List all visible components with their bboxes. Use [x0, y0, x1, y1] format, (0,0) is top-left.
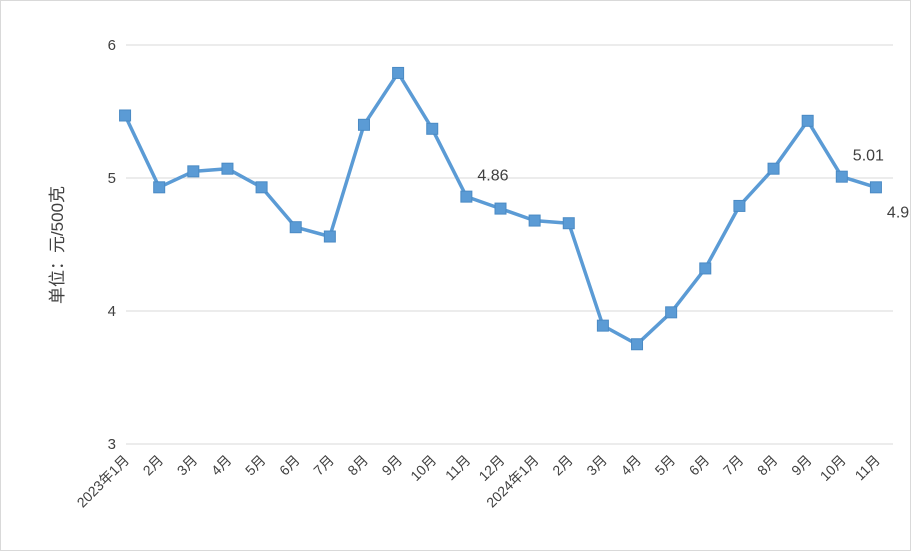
series-markers	[119, 66, 882, 351]
y-tick-label: 4	[108, 303, 116, 320]
y-tick-label: 5	[108, 170, 116, 187]
x-category-label: 2月	[140, 452, 167, 479]
x-category-label: 4月	[208, 452, 235, 479]
x-category-label: 5月	[652, 452, 679, 479]
x-category-label: 6月	[686, 452, 713, 479]
data-point	[187, 165, 200, 178]
x-category-label: 6月	[276, 452, 303, 479]
y-tick-label: 6	[108, 37, 116, 54]
data-point	[255, 181, 268, 194]
data-point	[869, 181, 882, 194]
data-labels: 4.86 5.01 4.93	[477, 148, 911, 222]
x-category-label: 10月	[407, 452, 439, 484]
data-point	[460, 190, 473, 203]
data-point	[392, 66, 405, 79]
y-axis-label: 单位：元/500克	[48, 186, 67, 304]
data-point	[119, 109, 132, 122]
x-category-label: 11月	[852, 452, 883, 483]
data-label: 5.01	[853, 148, 884, 165]
data-point	[426, 122, 439, 135]
x-category-label: 3月	[583, 452, 610, 479]
data-point	[631, 338, 644, 351]
data-point	[153, 181, 166, 194]
data-point	[699, 262, 712, 275]
data-point	[528, 214, 541, 227]
x-category-label: 11月	[442, 452, 473, 483]
data-point	[494, 202, 507, 215]
data-label: 4.93	[887, 204, 910, 221]
data-point	[801, 114, 814, 127]
x-category-label: 7月	[720, 452, 747, 479]
x-category-label: 8月	[754, 452, 781, 479]
data-point	[665, 306, 678, 319]
x-category-label: 9月	[788, 452, 815, 479]
x-category-label: 5月	[242, 452, 269, 479]
x-category-label: 4月	[617, 452, 644, 479]
x-category-label: 3月	[174, 452, 201, 479]
data-point	[221, 162, 234, 175]
x-category-label: 8月	[344, 452, 371, 479]
x-category-label: 10月	[817, 452, 849, 484]
data-point	[835, 170, 848, 183]
y-tick-labels: 3 4 5 6	[108, 37, 116, 453]
x-category-label: 2023年1月	[74, 452, 133, 511]
data-point	[767, 162, 780, 175]
data-point	[562, 217, 575, 230]
x-category-label: 9月	[379, 452, 406, 479]
data-point	[596, 319, 609, 332]
x-category-label: 2月	[549, 452, 576, 479]
data-point	[357, 118, 370, 131]
data-label: 4.86	[477, 168, 508, 185]
x-category-label: 7月	[310, 452, 337, 479]
gridlines	[126, 44, 893, 445]
data-point	[289, 221, 302, 234]
y-tick-label: 3	[108, 436, 116, 453]
data-point	[733, 199, 746, 212]
data-point	[323, 230, 336, 243]
